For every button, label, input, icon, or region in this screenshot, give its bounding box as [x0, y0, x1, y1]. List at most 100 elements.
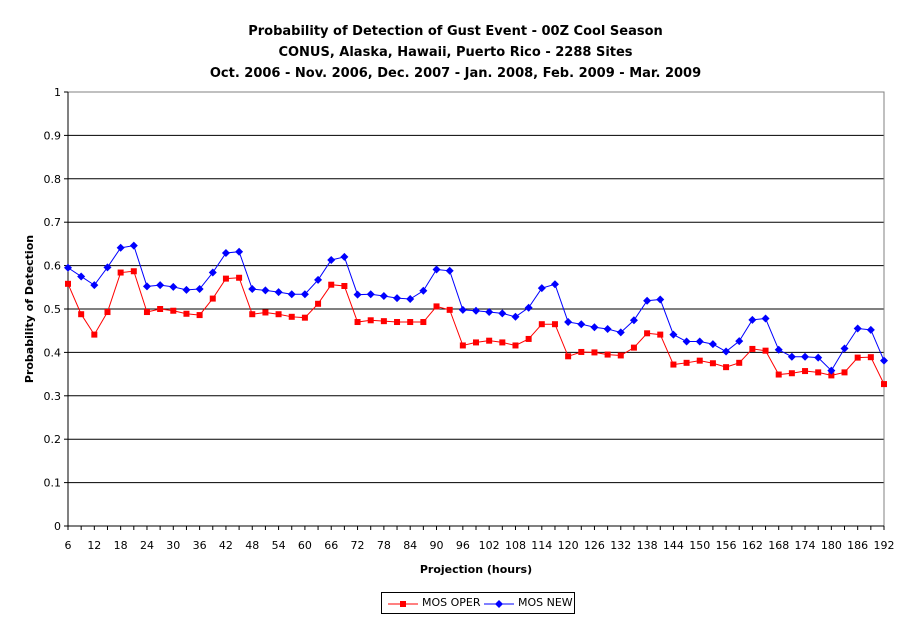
- data-point-mos-new: [801, 352, 810, 361]
- x-tick-label: 24: [140, 539, 154, 552]
- data-point-mos-oper: [473, 339, 479, 346]
- data-point-mos-new: [274, 288, 283, 297]
- x-tick-label: 66: [324, 539, 338, 552]
- series-group: [64, 241, 888, 388]
- legend-label-mos-new: MOS NEW: [518, 596, 573, 609]
- x-tick-label: 102: [479, 539, 500, 552]
- data-point-mos-oper: [525, 335, 532, 342]
- data-point-mos-oper: [394, 319, 401, 326]
- data-point-mos-new: [537, 284, 546, 293]
- data-point-mos-oper: [367, 317, 374, 324]
- data-point-mos-new: [748, 315, 757, 324]
- data-point-mos-new: [656, 295, 665, 304]
- data-point-mos-new: [379, 291, 388, 300]
- data-point-mos-oper: [433, 303, 440, 310]
- data-point-mos-oper: [867, 354, 874, 361]
- data-point-mos-new: [590, 323, 599, 332]
- x-tick-label: 132: [610, 539, 631, 552]
- data-point-mos-oper: [630, 344, 637, 351]
- data-point-mos-new: [643, 296, 652, 305]
- data-point-mos-new: [248, 285, 257, 294]
- data-point-mos-new: [577, 320, 586, 329]
- x-tick-label: 54: [272, 539, 286, 552]
- x-axis-label: Projection (hours): [420, 563, 532, 576]
- data-point-mos-oper: [354, 319, 361, 326]
- data-point-mos-oper: [802, 368, 809, 375]
- data-point-mos-oper: [578, 348, 585, 355]
- data-point-mos-oper: [104, 309, 111, 316]
- data-point-mos-new: [340, 252, 349, 261]
- y-tick-label: 0.9: [44, 129, 62, 142]
- x-tick-label: 192: [874, 539, 895, 552]
- data-point-mos-new: [735, 337, 744, 346]
- data-point-mos-oper: [143, 309, 150, 316]
- data-point-mos-new: [524, 303, 533, 312]
- data-point-mos-new: [880, 356, 888, 365]
- data-point-mos-new: [287, 290, 296, 299]
- data-point-mos-oper: [538, 321, 545, 328]
- data-point-mos-oper: [341, 282, 348, 289]
- x-tick-label: 30: [166, 539, 180, 552]
- data-point-mos-new: [393, 294, 402, 303]
- data-point-mos-oper: [65, 280, 71, 287]
- data-point-mos-new: [511, 312, 520, 321]
- data-point-mos-new: [787, 352, 796, 361]
- data-point-mos-oper: [604, 351, 611, 358]
- data-point-mos-new: [603, 324, 612, 333]
- data-point-mos-oper: [315, 300, 322, 307]
- data-point-mos-oper: [709, 360, 716, 367]
- data-point-mos-new: [445, 266, 454, 275]
- data-point-mos-new: [550, 280, 559, 289]
- x-tick-label: 126: [584, 539, 605, 552]
- data-point-mos-oper: [275, 311, 282, 318]
- y-tick-label: 1: [54, 86, 61, 99]
- data-point-mos-new: [261, 286, 270, 295]
- x-tick-labels: 6 12 18 24 30 36 42 48 54 60 66 72 78 84 90 96 102 108 114…: [65, 539, 895, 552]
- data-point-mos-oper: [157, 306, 164, 312]
- data-point-mos-new: [406, 295, 415, 304]
- y-tick-label: 0.8: [44, 173, 62, 186]
- data-point-mos-new: [235, 247, 244, 256]
- x-tick-label: 96: [456, 539, 470, 552]
- data-point-mos-new: [774, 345, 783, 354]
- x-tick-label: 180: [821, 539, 842, 552]
- data-point-mos-new: [853, 324, 862, 333]
- x-tick-label: 156: [716, 539, 737, 552]
- y-tick-label: 0.2: [44, 433, 62, 446]
- data-point-mos-new: [221, 249, 230, 258]
- chart-title: Probability of Detection of Gust Event -…: [248, 24, 663, 39]
- x-tick-label: 78: [377, 539, 391, 552]
- x-tick-label: 138: [637, 539, 658, 552]
- legend-marker-mos-oper: [388, 601, 418, 607]
- data-point-mos-new: [77, 272, 86, 281]
- x-tick-label: 186: [847, 539, 868, 552]
- data-point-mos-oper: [854, 354, 861, 361]
- data-point-mos-oper: [288, 313, 295, 320]
- y-tick-label: 0: [54, 520, 61, 533]
- data-point-mos-oper: [841, 369, 848, 376]
- y-axis-label: Probability of Detection: [23, 235, 36, 383]
- data-point-mos-new: [90, 281, 99, 290]
- data-point-mos-oper: [512, 342, 519, 349]
- data-point-mos-oper: [183, 310, 190, 317]
- data-point-mos-oper: [170, 307, 177, 314]
- data-point-mos-oper: [130, 268, 137, 275]
- data-point-mos-new: [366, 290, 375, 299]
- x-tick-label: 144: [663, 539, 684, 552]
- x-tick-label: 72: [351, 539, 365, 552]
- data-point-mos-oper: [736, 359, 743, 366]
- data-point-mos-new: [314, 275, 323, 284]
- data-point-mos-oper: [91, 331, 98, 338]
- y-tick-label: 0.6: [44, 260, 62, 273]
- data-point-mos-new: [814, 353, 823, 362]
- data-point-mos-oper: [696, 357, 703, 364]
- y-tick-labels: 0 0.1 0.2 0.3 0.4 0.5 0.6 0.7 0.8 0.9 1: [44, 86, 62, 533]
- data-point-mos-oper: [644, 330, 651, 337]
- data-point-mos-new: [498, 309, 507, 318]
- data-point-mos-new: [129, 241, 138, 250]
- data-point-mos-oper: [459, 342, 466, 349]
- x-tick-label: 108: [505, 539, 526, 552]
- data-point-mos-oper: [565, 353, 572, 360]
- data-point-mos-new: [485, 308, 494, 317]
- data-point-mos-oper: [446, 306, 453, 313]
